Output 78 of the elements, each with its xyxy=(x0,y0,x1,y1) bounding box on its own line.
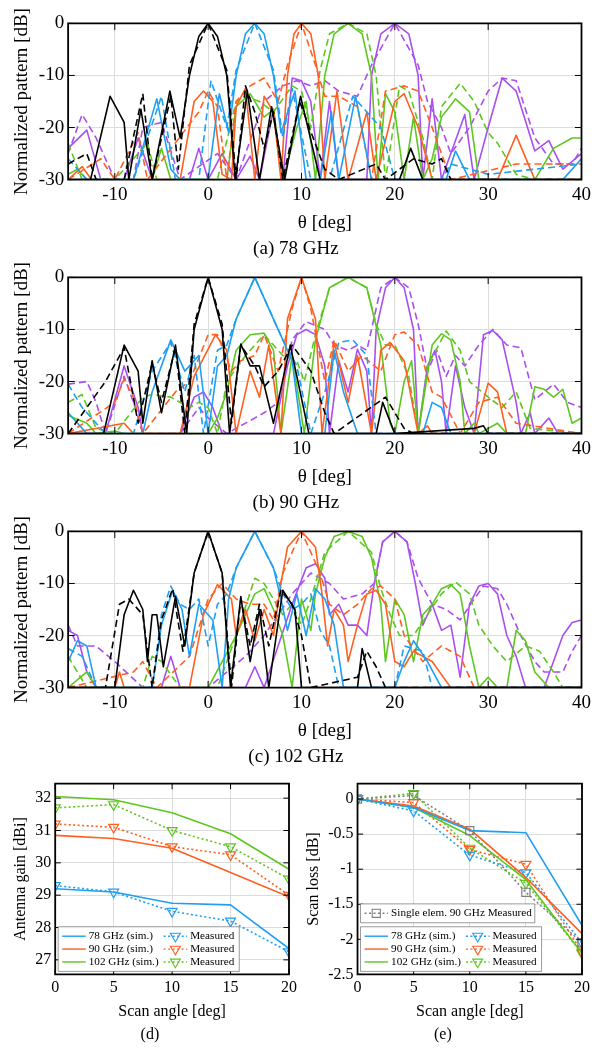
text: (c) 102 GHz xyxy=(248,744,344,767)
x-tick-label: -10 xyxy=(102,690,128,712)
x-tick-label: 5 xyxy=(109,978,118,996)
legend-label: Measured xyxy=(492,929,537,942)
y-tick-label: 0 xyxy=(54,519,65,541)
y-axis-title: Normalized pattern [dB] xyxy=(10,262,32,449)
x-axis-title: θ [deg] xyxy=(297,718,352,740)
x-tick-label: 10 xyxy=(164,978,181,996)
x-axis-title: Scan angle [deg] xyxy=(416,1002,524,1021)
x-tick-label: 20 xyxy=(385,182,405,204)
x-tick-label: 40 xyxy=(572,436,591,458)
legend-label: Measured xyxy=(492,954,537,967)
y-tick-label: -20 xyxy=(38,369,65,391)
y-tick-label: -30 xyxy=(38,675,65,697)
x-tick-label: 10 xyxy=(291,182,311,204)
y-tick-label: -20 xyxy=(38,623,65,645)
legend-label: Measured xyxy=(190,942,235,955)
y-axis-title: Normalized pattern [dB] xyxy=(10,516,32,703)
y-tick-label: 32 xyxy=(35,788,52,806)
y-tick-label: 29 xyxy=(35,885,52,903)
text: (e) xyxy=(434,1024,452,1043)
legend-label: 90 GHz (sim.) xyxy=(88,942,154,956)
x-tick-label: 30 xyxy=(478,182,498,204)
y-tick-label: 0 xyxy=(54,11,65,33)
legend-label: 90 GHz (sim.) xyxy=(391,942,456,956)
x-tick-label: 40 xyxy=(572,182,591,204)
x-tick-label: 20 xyxy=(281,978,297,996)
legend-label: 78 GHz (sim.) xyxy=(88,929,154,943)
x-tick-label: 20 xyxy=(574,978,590,996)
x-tick-label: 20 xyxy=(385,690,405,712)
x-tick-label: 15 xyxy=(222,978,239,996)
x-tick-label: 10 xyxy=(461,978,478,996)
y-tick-label: -0.5 xyxy=(328,824,354,842)
legend-label: Measured xyxy=(190,954,235,967)
x-tick-label: 30 xyxy=(478,436,498,458)
y-tick-label: -20 xyxy=(38,115,65,137)
x-tick-label: 30 xyxy=(478,690,498,712)
legend-label: 102 GHz (sim.) xyxy=(391,954,462,968)
y-tick-label: 0 xyxy=(54,265,65,287)
legend-label: 78 GHz (sim.) xyxy=(391,929,456,943)
x-tick-label: 10 xyxy=(291,690,311,712)
legend-label: Measured xyxy=(492,942,537,955)
y-tick-label: -10 xyxy=(38,571,65,593)
y-tick-label: 30 xyxy=(35,853,52,871)
y-tick-label: 28 xyxy=(35,917,52,935)
text: (b) 90 GHz xyxy=(252,490,340,513)
x-axis-title: θ [deg] xyxy=(297,464,352,486)
x-axis-title: Scan angle [deg] xyxy=(118,1002,226,1021)
x-tick-label: 10 xyxy=(291,436,311,458)
y-tick-label: -1.5 xyxy=(328,894,354,912)
y-tick-label: -30 xyxy=(38,421,65,443)
x-tick-label: 40 xyxy=(572,690,591,712)
y-tick-label: -30 xyxy=(38,167,65,189)
x-tick-label: 15 xyxy=(517,978,534,996)
y-axis-title: Antenna gain [dBi] xyxy=(10,817,29,941)
x-tick-label: 0 xyxy=(203,182,213,204)
y-axis-title: Normalized pattern [dB] xyxy=(10,8,32,195)
x-tick-label: 0 xyxy=(203,690,213,712)
x-tick-label: 0 xyxy=(203,436,213,458)
y-tick-label: -1 xyxy=(340,859,354,877)
x-tick-label: 5 xyxy=(409,978,418,996)
y-tick-label: -2 xyxy=(340,929,354,947)
y-tick-label: 31 xyxy=(35,820,52,838)
y-tick-label: -10 xyxy=(38,63,65,85)
text: (d) xyxy=(140,1024,160,1043)
x-axis-title: θ [deg] xyxy=(297,210,352,232)
x-tick-label: 20 xyxy=(385,436,405,458)
y-tick-label: -10 xyxy=(38,317,65,339)
y-tick-label: 27 xyxy=(35,950,52,968)
legend-label: 102 GHz (sim.) xyxy=(88,954,159,968)
y-tick-label: -2.5 xyxy=(328,964,354,982)
legend-label: Single elem. 90 GHz Measured xyxy=(391,906,533,919)
text: (a) 78 GHz xyxy=(253,236,339,259)
x-tick-label: -10 xyxy=(102,182,128,204)
y-tick-label: 0 xyxy=(345,789,354,807)
x-tick-label: -10 xyxy=(102,436,128,458)
y-axis-title: Scan loss [dB] xyxy=(303,832,321,926)
legend-label: Measured xyxy=(190,929,235,942)
